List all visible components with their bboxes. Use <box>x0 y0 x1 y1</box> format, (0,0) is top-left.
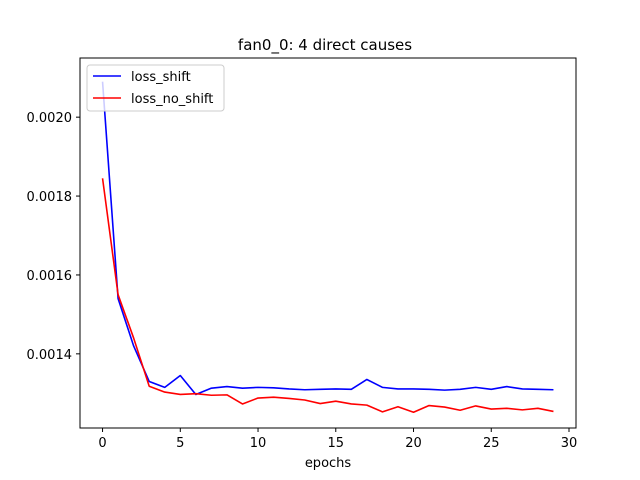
y-tick-label: 0.0020 <box>27 111 73 126</box>
plot-frame <box>79 57 577 429</box>
legend-box <box>86 64 225 112</box>
y-tick-label: 0.0016 <box>27 269 73 284</box>
series-layer <box>101 81 554 414</box>
chart-title: fan0_0: 4 direct causes <box>238 36 412 55</box>
legend-label-loss_shift: loss_shift <box>131 70 191 85</box>
plot-area <box>79 57 577 429</box>
legend-label-loss_no_shift: loss_no_shift <box>131 92 213 107</box>
x-tick-label: 25 <box>483 436 500 451</box>
y-axis: 0.0014 0.0016 0.0018 0.0020 <box>27 111 80 363</box>
x-axis: 0 5 10 15 20 25 30 <box>98 428 577 451</box>
series-line-loss_no_shift <box>101 178 554 414</box>
y-tick-label: 0.0018 <box>27 190 73 205</box>
y-tick-label: 0.0014 <box>27 348 73 363</box>
x-tick-label: 30 <box>561 436 578 451</box>
x-tick-label: 5 <box>176 436 184 451</box>
x-tick-label: 20 <box>405 436 422 451</box>
x-axis-label: epochs <box>305 456 352 471</box>
x-tick-label: 0 <box>98 436 106 451</box>
x-tick-label: 10 <box>250 436 267 451</box>
legend: loss_shift loss_no_shift <box>86 64 225 112</box>
plot-background <box>80 58 576 428</box>
x-tick-label: 15 <box>328 436 345 451</box>
series-line-loss_shift <box>101 81 554 396</box>
